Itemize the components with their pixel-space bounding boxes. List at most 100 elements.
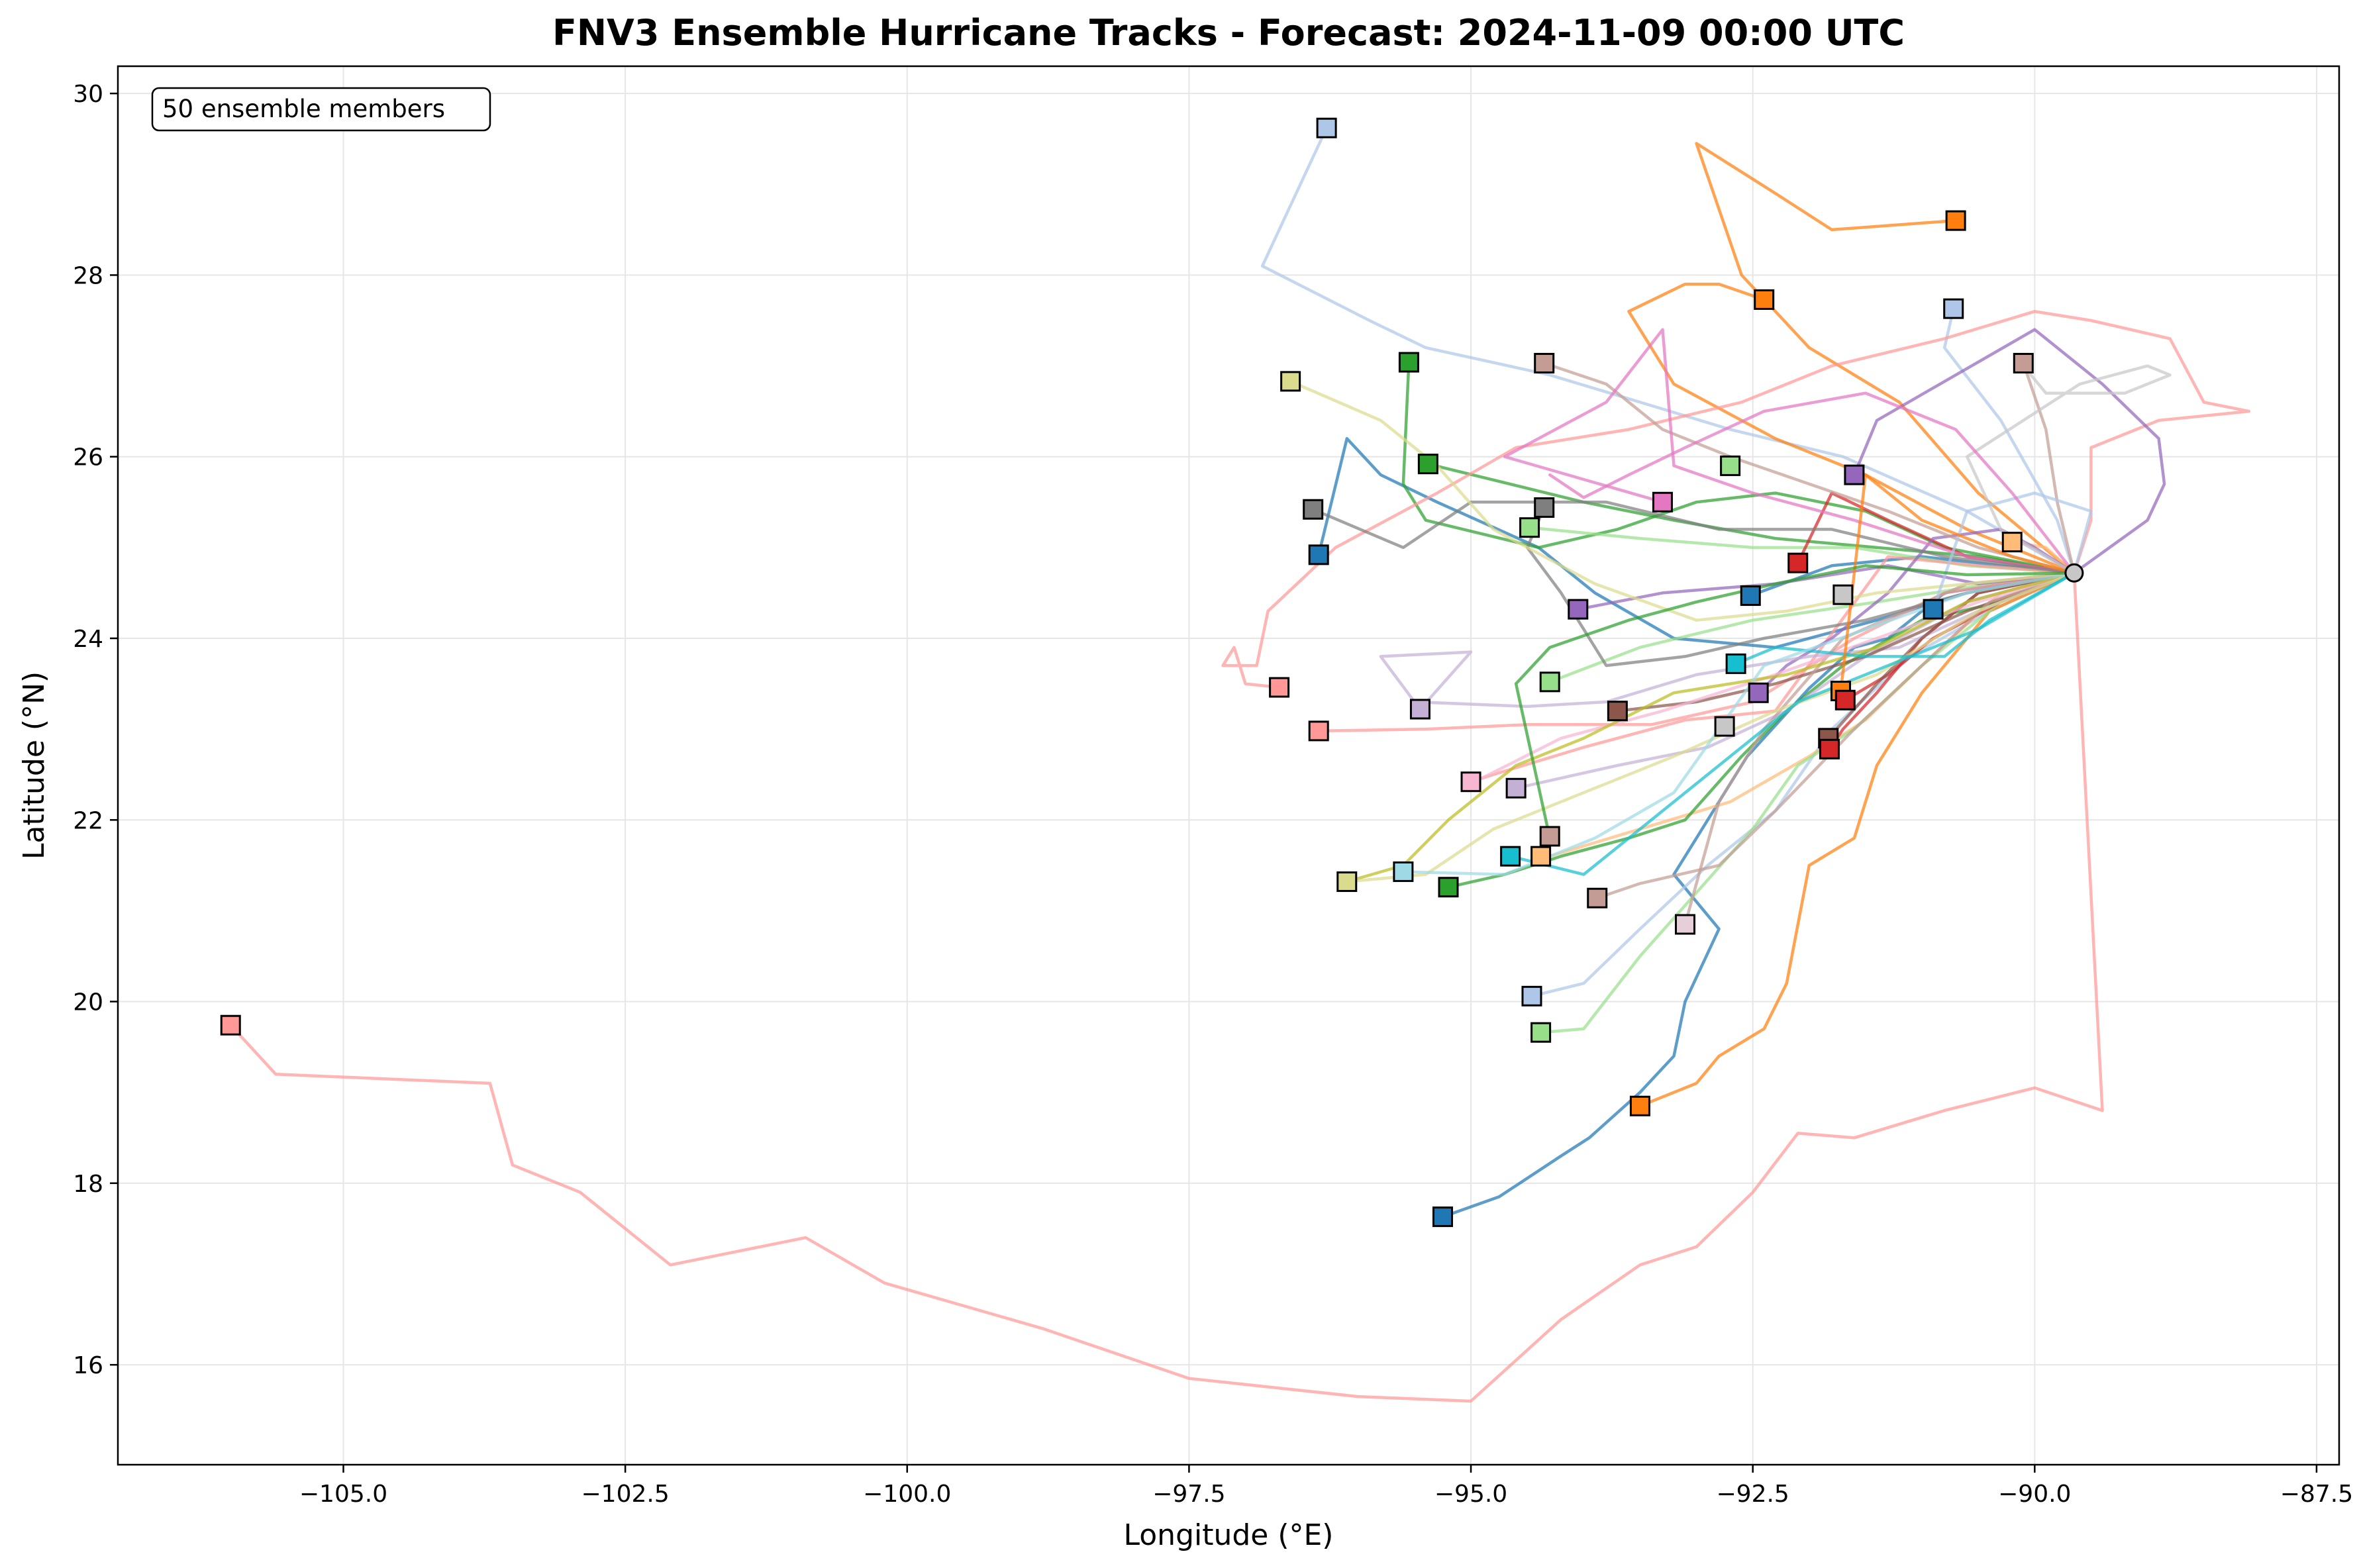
track-end-markers [220, 117, 2084, 1228]
ensemble-track-line [1548, 391, 2076, 575]
x-tick-label: −105.0 [299, 1481, 387, 1508]
track-end-marker [1720, 455, 1741, 476]
track-end-marker [1787, 552, 1809, 573]
x-tick-label: −95.0 [1434, 1481, 1507, 1508]
ensemble-track-line [1441, 571, 2076, 1218]
y-tick-label: 18 [73, 1171, 103, 1198]
ensemble-track-line [1734, 571, 2076, 665]
track-end-marker [1539, 826, 1560, 847]
ensemble-track-line [229, 571, 2104, 1403]
y-tick-label: 24 [73, 626, 103, 653]
track-end-marker [1398, 352, 1419, 373]
track-end-marker [1308, 544, 1329, 565]
x-tick-label: −100.0 [863, 1481, 951, 1508]
ensemble-track-line [1509, 571, 2076, 876]
ensemble-track-line [1931, 491, 2093, 611]
x-tick-label: −87.5 [2280, 1481, 2353, 1508]
ensemble-track-line [1289, 379, 2076, 622]
track-end-marker [1607, 701, 1628, 722]
track-end-marker [1534, 497, 1555, 518]
track-end-marker [1568, 599, 1589, 620]
track-end-marker [1432, 1206, 1453, 1228]
track-end-marker [1675, 914, 1696, 935]
ensemble-track-line [1638, 571, 2076, 1108]
track-end-marker [1923, 599, 1944, 620]
track-end-marker [1754, 289, 1775, 310]
ensemble-track-line [1942, 307, 2076, 575]
ensemble-track-line [1345, 571, 2076, 883]
x-axis-label: Longitude (°E) [1124, 1518, 1334, 1552]
y-tick-label: 30 [73, 81, 103, 108]
track-end-marker [2013, 352, 2034, 373]
track-end-marker [1500, 846, 1521, 867]
track-end-marker [1587, 887, 1608, 908]
track-end-marker [1844, 464, 1865, 485]
track-end-marker [1336, 871, 1358, 893]
track-end-marker [1280, 371, 1301, 392]
y-tick-label: 20 [73, 989, 103, 1016]
track-end-marker [1308, 720, 1329, 742]
y-tick-label: 22 [73, 807, 103, 834]
chart-title: FNV3 Ensemble Hurricane Tracks - Forecas… [552, 12, 1905, 54]
track-end-marker [1534, 352, 1555, 373]
ensemble-track-line [1627, 282, 2076, 575]
track-end-marker [1521, 985, 1542, 1006]
track-end-marker [1409, 699, 1430, 720]
ensemble-track-line [1539, 571, 2076, 1034]
y-tick-label: 26 [73, 444, 103, 471]
track-end-marker [1834, 689, 1856, 710]
y-axis-ticks: 16 18 20 22 24 26 28 30 [73, 81, 118, 1379]
track-end-marker [220, 1014, 241, 1036]
track-end-marker [1530, 846, 1552, 867]
x-tick-label: −92.5 [1717, 1481, 1789, 1508]
track-lines [229, 126, 2251, 1403]
track-end-marker [1303, 499, 1324, 520]
track-end-marker [1629, 1095, 1650, 1116]
ensemble-track-line [1221, 310, 2251, 689]
x-axis-ticks: −105.0 −102.5 −100.0 −97.5 −95.0 −92.5 −90.0 −8… [299, 1465, 2353, 1508]
track-end-marker [1832, 584, 1854, 605]
track-end-marker [1460, 771, 1481, 793]
ensemble-track-line [2022, 362, 2076, 575]
ensemble-track-line [1695, 142, 2076, 575]
plot-frame [117, 65, 2340, 1466]
track-end-marker [1519, 517, 1540, 538]
ensemble-track-line [1311, 501, 2076, 575]
track-end-marker [1714, 716, 1735, 737]
member-count-box-frame [151, 87, 491, 132]
track-end-marker [1269, 677, 1290, 698]
member-count-text: 50 ensemble members [162, 95, 445, 123]
ensemble-track-line [1852, 328, 2166, 575]
track-end-marker [1539, 671, 1560, 693]
ensemble-track-line [1503, 328, 2076, 575]
ensemble-track-line [1469, 571, 2076, 785]
track-end-marker [1652, 491, 1673, 513]
track-end-marker [1393, 861, 1414, 882]
track-end-marker [1530, 1022, 1552, 1043]
track-end-marker [1945, 210, 1966, 231]
track-end-marker [1438, 877, 1459, 898]
member-count-box: 50 ensemble members [151, 87, 491, 132]
x-tick-label: −90.0 [1998, 1481, 2071, 1508]
ensemble-track-line [1260, 126, 2076, 575]
x-tick-label: −102.5 [581, 1481, 670, 1508]
track-end-marker [1943, 298, 1964, 319]
track-end-marker [1748, 682, 1769, 703]
track-end-marker [2001, 532, 2023, 553]
ensemble-track-line [1345, 571, 2076, 883]
track-end-marker [1819, 738, 1840, 760]
track-end-marker [1316, 117, 1337, 138]
y-tick-label: 28 [73, 262, 103, 289]
ensemble-track-line [1514, 564, 2076, 840]
track-origin-marker [2064, 563, 2084, 583]
ensemble-track-line [1839, 473, 2076, 693]
y-axis-label: Latitude (°N) [17, 671, 51, 859]
track-end-marker [1417, 454, 1438, 475]
track-end-marker [1725, 653, 1746, 674]
track-end-marker [1505, 777, 1527, 799]
y-tick-label: 16 [73, 1352, 103, 1379]
x-tick-label: −97.5 [1152, 1481, 1225, 1508]
track-end-marker [1740, 585, 1761, 607]
